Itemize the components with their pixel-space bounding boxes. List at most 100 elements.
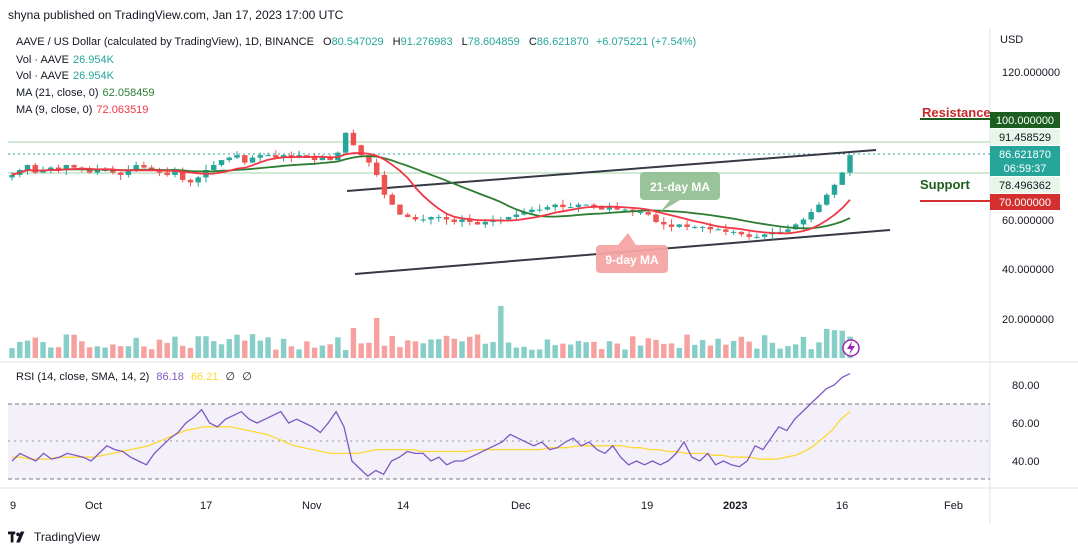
volume-bar	[637, 345, 644, 358]
volume-bar	[552, 345, 558, 358]
resistance-tag: 100.000000	[990, 112, 1060, 128]
price-tick: 120.000000	[1002, 67, 1060, 79]
candle-body	[560, 204, 566, 208]
volume-bar	[761, 335, 768, 358]
volume-bar	[792, 344, 799, 358]
volume-bar	[699, 340, 706, 358]
ma21-annotation-label: 21-day MA	[650, 180, 710, 194]
rsi-tick: 80.00	[1012, 380, 1040, 392]
volume-bar	[358, 343, 364, 358]
candle-body	[699, 226, 706, 228]
candle-body	[195, 177, 201, 183]
volume-bar	[125, 346, 132, 358]
volume-bar	[148, 349, 155, 358]
candle-body	[164, 172, 170, 175]
candle-body	[692, 226, 698, 228]
volume-bar	[831, 330, 838, 358]
volume-bar	[187, 347, 194, 358]
ma21-legend-value: 62.058459	[102, 87, 155, 99]
candle-body	[412, 217, 419, 220]
svg-text:86.621870: 86.621870	[999, 149, 1051, 161]
volume-bars	[9, 306, 853, 358]
volume-bar	[824, 328, 830, 358]
volume-bar	[738, 336, 745, 358]
volume-bar	[645, 338, 651, 358]
svg-text:100.000000: 100.000000	[996, 115, 1054, 127]
candle-body	[777, 231, 783, 233]
volume-bar	[366, 342, 372, 358]
candle-body	[319, 157, 326, 161]
candle-body	[350, 132, 357, 146]
volume-bar	[389, 335, 395, 358]
candle-body	[249, 157, 256, 163]
rsi-legend[interactable]: RSI (14, close, SMA, 14, 2) 86.18 66.21 …	[16, 370, 252, 383]
volume-bar	[32, 337, 38, 358]
high-tag: 91.458529	[990, 129, 1060, 145]
candle-body	[110, 170, 116, 173]
tradingview-logo-icon	[8, 531, 25, 543]
volume-bar	[9, 348, 15, 358]
candle-body	[800, 219, 807, 225]
volume-bar	[172, 336, 178, 358]
ma9-legend[interactable]: MA (9, close, 0) 72.063519	[16, 104, 148, 116]
volume-bar	[777, 348, 783, 358]
candle-body	[792, 224, 799, 230]
volume-bar	[630, 336, 636, 358]
x-tick: 16	[836, 500, 848, 512]
candle-body	[738, 231, 745, 235]
volume-bar	[583, 342, 589, 358]
ma21-annotation[interactable]: 21-day MA	[640, 172, 720, 212]
symbol-legend[interactable]: AAVE / US Dollar (calculated by TradingV…	[16, 36, 696, 48]
volume-bar	[800, 336, 807, 358]
x-tick: Dec	[511, 500, 531, 512]
volume-bar	[785, 346, 791, 358]
candle-body	[172, 170, 178, 175]
currency-label: USD	[1000, 34, 1024, 46]
candle-body	[141, 165, 147, 168]
candle-body	[148, 167, 155, 170]
x-tick: 14	[397, 500, 409, 512]
volume-bar	[397, 347, 403, 358]
volume-bar	[110, 344, 116, 358]
price-chart[interactable]: 21-day MA 9-day MA Resistance Support 12…	[0, 28, 1078, 524]
candle-body	[831, 184, 838, 195]
candle-body	[668, 224, 675, 227]
candle-body	[451, 219, 457, 222]
volume-bar	[265, 337, 271, 358]
candle-body	[242, 155, 248, 163]
rsi-legend-label: RSI (14, close, SMA, 14, 2)	[16, 371, 150, 383]
ohlc-open: O80.547029	[323, 36, 384, 48]
rsi-band	[8, 404, 990, 479]
volume-bar	[405, 340, 411, 358]
volume-bar	[24, 340, 31, 358]
candle-body	[622, 209, 628, 211]
candle-body	[536, 209, 543, 211]
ma9-annotation[interactable]: 9-day MA	[596, 233, 668, 273]
lightning-icon[interactable]	[842, 339, 860, 357]
publisher-line: shyna published on TradingView.com, Jan …	[8, 8, 344, 22]
volume-legend-1[interactable]: Vol · AAVE 26.954K	[16, 54, 114, 66]
candle-body	[754, 236, 760, 238]
volume-legend-2[interactable]: Vol · AAVE 26.954K	[16, 70, 114, 82]
volume-bar	[381, 345, 388, 358]
candle-body	[327, 157, 333, 161]
candle-body	[746, 234, 752, 237]
ma21-legend[interactable]: MA (21, close, 0) 62.058459	[16, 87, 155, 99]
volume-bar	[156, 339, 163, 358]
candle-body	[117, 172, 124, 175]
candle-body	[436, 217, 442, 219]
candle-body	[342, 132, 349, 153]
volume-bar	[443, 335, 450, 358]
candle-body	[389, 194, 395, 205]
volume-bar	[567, 344, 574, 358]
volume-bar	[249, 334, 256, 358]
brand-name: TradingView	[34, 530, 101, 544]
svg-text:78.496362: 78.496362	[999, 180, 1051, 192]
volume-bar	[676, 347, 683, 358]
volume-bar	[304, 341, 310, 358]
volume-bar	[622, 349, 628, 358]
volume-bar	[311, 347, 318, 358]
ohlc-high: H91.276983	[392, 36, 453, 48]
upper-trendline[interactable]	[346, 149, 877, 192]
volume-bar	[288, 346, 295, 358]
